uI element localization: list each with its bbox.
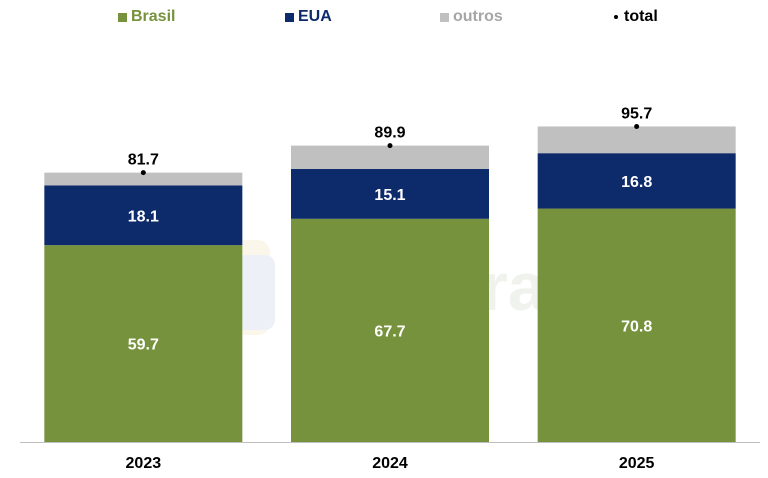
bars-layer: [44, 126, 736, 442]
legend-swatch-outros: [440, 12, 449, 22]
data-label-brasil-2023: 59.7: [128, 337, 159, 354]
total-point-2025: [634, 123, 640, 129]
x-tick-label-2024: 2024: [372, 455, 408, 472]
bar-brasil-2024: [291, 218, 489, 442]
legend-item-brasil: Brasil: [118, 8, 175, 26]
bar-brasil-2023: [44, 245, 243, 442]
total-label-2025: 95.7: [621, 105, 652, 122]
data-label-eua-2025: 16.8: [621, 174, 652, 191]
legend-swatch-eua: [285, 12, 294, 22]
bar-eua-2024: [291, 169, 489, 219]
x-tick-label-2023: 2023: [126, 455, 162, 472]
data-label-eua-2024: 15.1: [374, 187, 405, 204]
labels-layer: 59.7 18.1 81.7 2023 67.7 15.1 89.9 2024 70.8 16.8…: [126, 105, 655, 472]
legend-label-outros: outros: [453, 8, 503, 25]
data-label-brasil-2025: 70.8: [621, 318, 652, 335]
data-label-brasil-2024: 67.7: [374, 323, 405, 340]
total-point-2024: [387, 143, 393, 149]
legend-item-eua: EUA: [285, 8, 332, 26]
legend-item-outros: outros: [440, 8, 503, 26]
legend-label-eua: EUA: [298, 8, 332, 25]
legend-label-total: total: [624, 8, 658, 25]
bar-outros-2025: [537, 126, 736, 154]
bar-outros-2024: [291, 145, 489, 170]
total-point-2023: [140, 170, 146, 176]
total-label-2023: 81.7: [128, 152, 159, 169]
total-label-2024: 89.9: [374, 125, 405, 142]
legend-dot-total: [614, 15, 618, 19]
bar-brasil-2025: [537, 208, 736, 442]
chart-legend: Brasil EUA outros total: [0, 8, 768, 32]
bar-outros-2023: [44, 172, 243, 186]
bar-eua-2023: [44, 185, 243, 246]
bar-eua-2025: [537, 153, 736, 209]
data-label-eua-2023: 18.1: [128, 208, 159, 225]
x-tick-label-2025: 2025: [619, 455, 655, 472]
legend-swatch-brasil: [118, 12, 127, 22]
legend-label-brasil: Brasil: [131, 8, 176, 25]
legend-item-total: total: [614, 8, 658, 26]
